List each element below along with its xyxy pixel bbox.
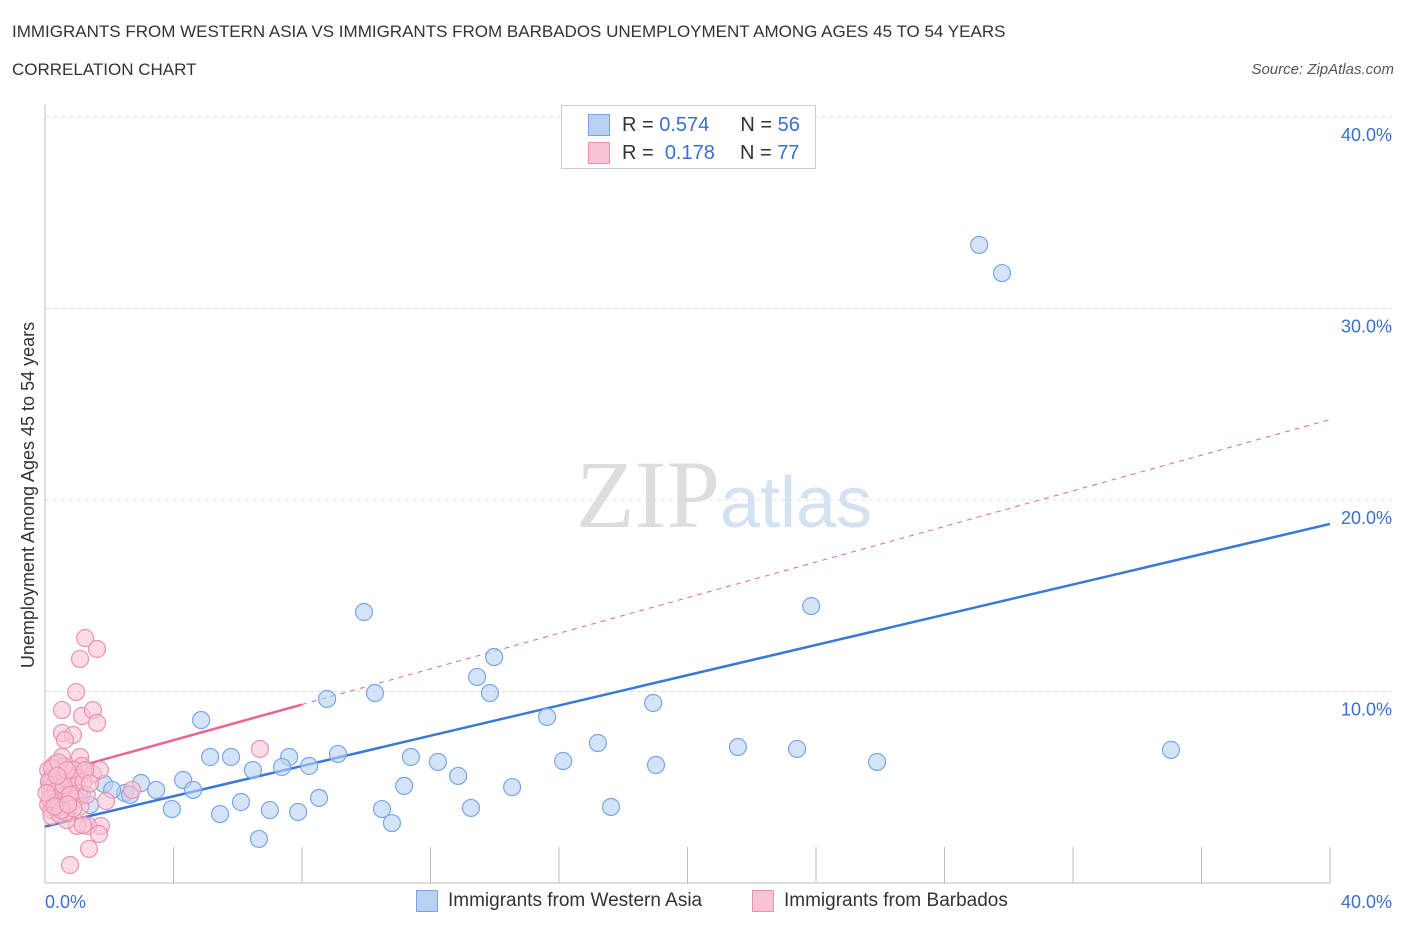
western-asia-point (382, 813, 402, 833)
barbados-point (37, 783, 56, 803)
bottom-legend-western-asia: Immigrants from Western Asia (416, 890, 702, 912)
r-value: 0.178 (664, 141, 715, 164)
western-asia-point (428, 752, 447, 772)
barbados-point (48, 766, 67, 785)
western-asia-point (867, 752, 887, 772)
western-asia-point (970, 235, 989, 255)
western-asia-point (502, 777, 522, 797)
legend-label: Immigrants from Barbados (784, 890, 1008, 911)
barbados-point (55, 730, 75, 750)
barbados-point (96, 791, 116, 811)
western-asia-point (992, 263, 1012, 283)
barbados-point (87, 639, 107, 659)
western-asia-point (147, 780, 166, 800)
western-asia-point (183, 780, 203, 800)
western-asia-point (162, 799, 181, 819)
r-value: 0.574 (659, 113, 710, 136)
western-asia-point (201, 747, 220, 767)
barbados-point (87, 713, 107, 733)
western-asia-point (480, 683, 500, 703)
western-asia-point (646, 755, 666, 775)
chart-title: IMMIGRANTS FROM WESTERN ASIA VS IMMIGRAN… (12, 22, 1006, 41)
western-asia-point (210, 804, 230, 824)
x-tick-label: 40.0% (1341, 892, 1392, 912)
n-value: 56 (777, 113, 800, 136)
barbados-point (60, 855, 80, 875)
n-label: N = (739, 141, 772, 164)
barbados-point (59, 795, 78, 814)
y-tick-label: 10.0% (1341, 700, 1392, 720)
legend-swatch-blue (416, 890, 438, 912)
western-asia-point (588, 733, 607, 753)
western-asia-point (485, 647, 504, 667)
western-asia-point (644, 693, 663, 713)
n-value: 77 (777, 141, 800, 164)
western-asia-point (354, 602, 374, 622)
barbados-trendline-extension (301, 419, 1331, 706)
western-asia-point (260, 800, 279, 820)
watermark-zip: ZIP (576, 441, 720, 548)
western-asia-point (554, 751, 573, 771)
western-asia-point (272, 757, 292, 777)
western-asia-point (787, 739, 807, 759)
legend-label: Immigrants from Western Asia (448, 890, 703, 911)
legend-swatch-pink (588, 142, 610, 164)
western-asia-point (317, 689, 337, 709)
legend-row-western-asia: R = 0.574 N = 56 (588, 113, 800, 137)
x-tick-label: 0.0% (45, 892, 86, 912)
chart-subtitle: CORRELATION CHART (12, 60, 197, 79)
western-asia-point (243, 760, 262, 780)
legend-swatch-pink (752, 890, 774, 912)
barbados-point (89, 824, 109, 844)
western-asia-point (289, 802, 308, 822)
western-asia-point (309, 788, 329, 808)
source-label: Source: ZipAtlas.com (1251, 61, 1394, 78)
western-asia-point (372, 799, 392, 819)
western-asia-point (538, 707, 557, 727)
western-asia-point (328, 744, 348, 764)
western-asia-point (401, 747, 421, 767)
legend: R = 0.574 N = 56 R = 0.178 N = 77 (561, 105, 816, 169)
n-label: N = (740, 113, 773, 136)
bottom-legend-barbados: Immigrants from Barbados (752, 890, 1008, 912)
western-asia-point (601, 797, 621, 817)
barbados-point (52, 700, 72, 720)
barbados-point (79, 839, 99, 859)
western-asia-point (802, 596, 821, 616)
y-tick-label: 30.0% (1341, 317, 1392, 337)
r-label: R = (622, 141, 654, 164)
western-asia-point (449, 766, 468, 786)
western-asia-point (299, 756, 319, 776)
legend-row-barbados: R = 0.178 N = 77 (588, 141, 799, 165)
barbados-point (250, 739, 270, 759)
western-asia-point (221, 747, 241, 767)
western-asia-point (728, 737, 748, 757)
western-asia-point (249, 829, 269, 849)
barbados-point (73, 815, 93, 835)
western-asia-point (1161, 740, 1181, 760)
barbados-point (67, 682, 86, 702)
western-asia-point (461, 798, 481, 818)
r-label: R = (622, 113, 654, 136)
barbados-point (80, 774, 100, 793)
legend-swatch-blue (588, 114, 610, 136)
western-asia-point (231, 792, 251, 812)
watermark-atlas: atlas (720, 463, 872, 543)
y-axis-label: Unemployment Among Ages 45 to 54 years (18, 322, 38, 668)
western-asia-point (365, 683, 385, 703)
y-tick-label: 40.0% (1341, 125, 1392, 145)
barbados-point (122, 780, 142, 800)
barbados-point (70, 649, 90, 669)
western-asia-point (192, 710, 211, 730)
barbados-point (76, 628, 95, 648)
western-asia-point (467, 667, 487, 687)
western-asia-point (395, 776, 414, 796)
y-tick-label: 20.0% (1341, 508, 1392, 528)
western-asia-trendline (44, 522, 1331, 828)
